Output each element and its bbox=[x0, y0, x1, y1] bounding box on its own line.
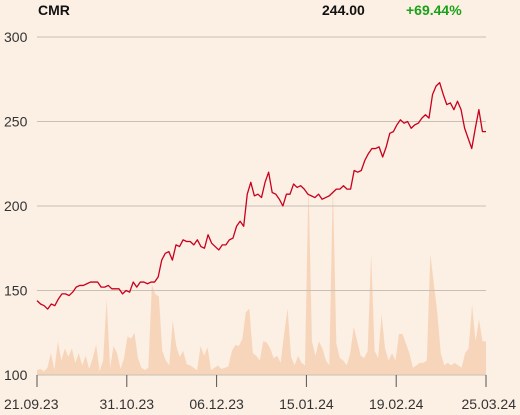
volume-area bbox=[37, 181, 486, 375]
y-tick-label: 150 bbox=[4, 283, 28, 299]
price-line bbox=[36, 81, 486, 310]
x-tick-label: 19.02.24 bbox=[369, 396, 424, 412]
axis-layer: 21.09.23 31.10.23 06.12.23 15.01.24 19.02.24… bbox=[4, 375, 516, 412]
volume-layer bbox=[37, 181, 486, 375]
last-price: 244.00 bbox=[322, 2, 365, 18]
ticker-symbol: CMR bbox=[38, 2, 70, 18]
y-tick-label: 300 bbox=[4, 29, 28, 45]
x-tick-label: 06.12.23 bbox=[189, 396, 244, 412]
x-tick-label: 25.03.24 bbox=[462, 396, 517, 412]
x-tick-label: 15.01.24 bbox=[279, 396, 334, 412]
price-change: +69.44% bbox=[406, 2, 462, 18]
y-tick-label: 250 bbox=[4, 114, 28, 130]
quote-header: CMR 244.00 +69.44% bbox=[0, 0, 520, 22]
x-tick-label: 31.10.23 bbox=[100, 396, 155, 412]
y-tick-label: 100 bbox=[4, 367, 28, 383]
grid-layer: 300 250 200 150 100 bbox=[4, 29, 486, 383]
line-layer bbox=[36, 81, 486, 310]
y-tick-label: 200 bbox=[4, 198, 28, 214]
x-tick-label: 21.09.23 bbox=[4, 396, 59, 412]
